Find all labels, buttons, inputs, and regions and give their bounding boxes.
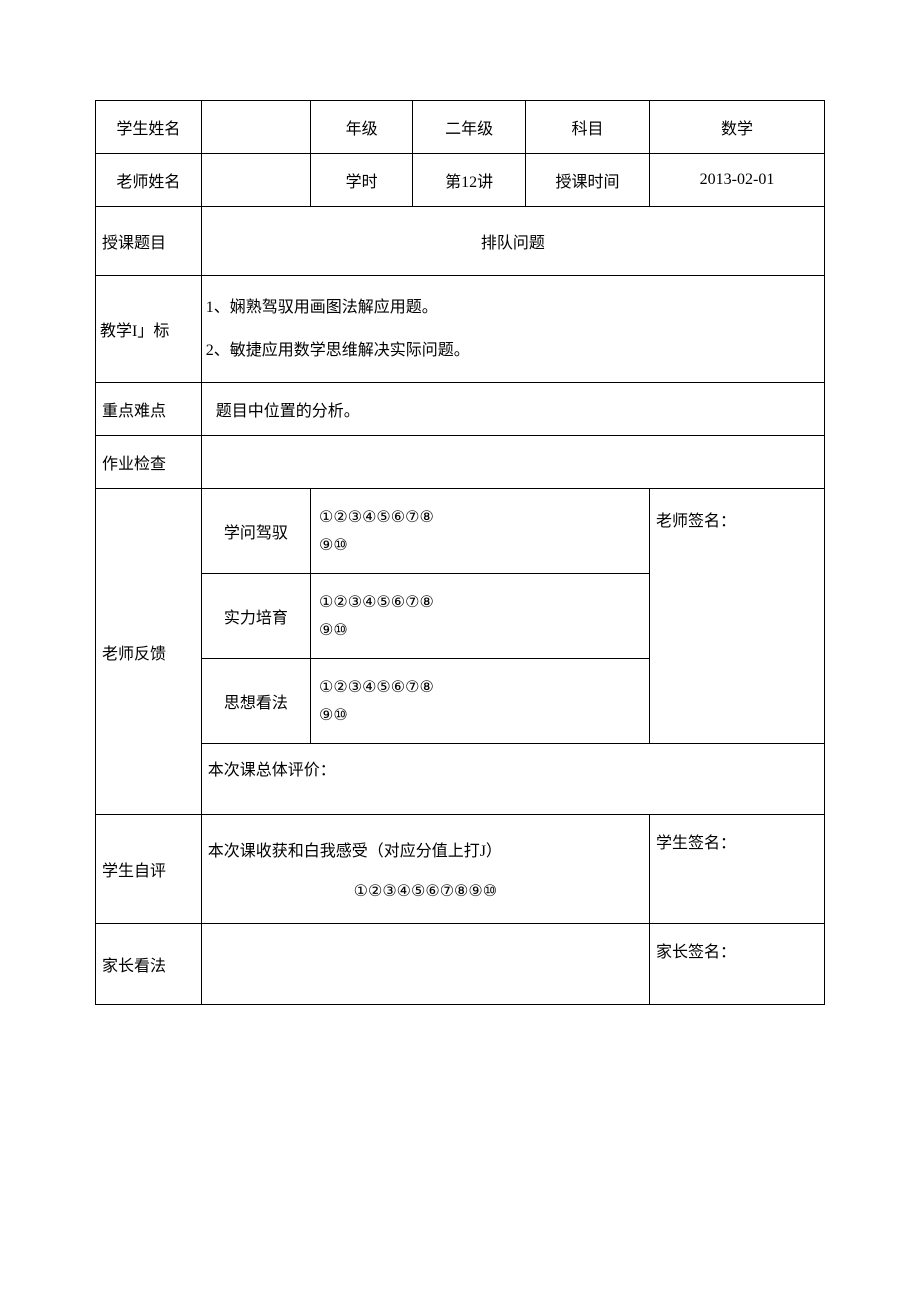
label-hours: 学时 bbox=[311, 154, 413, 207]
label-goals: 教学I」标 bbox=[96, 276, 202, 383]
label-subject: 科目 bbox=[526, 101, 650, 154]
row-feedback-overall: 本次课总体评价： bbox=[96, 744, 825, 815]
value-goals: 1、娴熟驾驭用画图法解应用题。 2、敏捷应用数学思维解决实际问题。 bbox=[201, 276, 824, 383]
value-student-name bbox=[201, 101, 310, 154]
feedback-r1-label: 学问驾驭 bbox=[201, 489, 310, 574]
row-teacher: 老师姓名 学时 第12讲 授课时间 2013-02-01 bbox=[96, 154, 825, 207]
feedback-r2-label: 实力培育 bbox=[201, 574, 310, 659]
lesson-form-table: 学生姓名 年级 二年级 科目 数学 老师姓名 学时 第12讲 授课时间 2013… bbox=[95, 100, 825, 1005]
goal-line-2: 2、敏捷应用数学思维解决实际问题。 bbox=[206, 333, 820, 368]
value-subject: 数学 bbox=[650, 101, 825, 154]
label-teacher-name: 老师姓名 bbox=[96, 154, 202, 207]
row-goals: 教学I」标 1、娴熟驾驭用画图法解应用题。 2、敏捷应用数学思维解决实际问题。 bbox=[96, 276, 825, 383]
feedback-r2-scores: ①②③④⑤⑥⑦⑧ ⑨⑩ bbox=[311, 574, 650, 659]
feedback-r3-top: ①②③④⑤⑥⑦⑧ bbox=[319, 677, 641, 697]
feedback-r2-top: ①②③④⑤⑥⑦⑧ bbox=[319, 592, 641, 612]
label-topic: 授课题目 bbox=[96, 207, 202, 276]
row-parent: 家长看法 家长签名： bbox=[96, 924, 825, 1005]
value-topic: 排队问题 bbox=[201, 207, 824, 276]
parent-body bbox=[201, 924, 649, 1005]
feedback-r3-bot: ⑨⑩ bbox=[319, 705, 641, 725]
label-parent: 家长看法 bbox=[96, 924, 202, 1005]
value-keypoints: 题目中位置的分析。 bbox=[201, 383, 824, 436]
feedback-r3-label: 思想看法 bbox=[201, 659, 310, 744]
label-self-eval: 学生自评 bbox=[96, 815, 202, 924]
topic-text: 排队问题 bbox=[342, 229, 684, 253]
value-time: 2013-02-01 bbox=[650, 154, 825, 207]
label-keypoints: 重点难点 bbox=[96, 383, 202, 436]
label-homework: 作业检查 bbox=[96, 436, 202, 489]
row-student: 学生姓名 年级 二年级 科目 数学 bbox=[96, 101, 825, 154]
value-hours: 第12讲 bbox=[413, 154, 526, 207]
feedback-overall: 本次课总体评价： bbox=[201, 744, 824, 815]
parent-sign: 家长签名： bbox=[650, 924, 825, 1005]
teacher-sign: 老师签名： bbox=[650, 489, 825, 744]
label-feedback: 老师反馈 bbox=[96, 489, 202, 815]
row-topic: 授课题目 排队问题 bbox=[96, 207, 825, 276]
feedback-r2-bot: ⑨⑩ bbox=[319, 620, 641, 640]
self-eval-body: 本次课收获和白我感受（对应分值上打J） ①②③④⑤⑥⑦⑧⑨⑩ bbox=[201, 815, 649, 924]
label-time: 授课时间 bbox=[526, 154, 650, 207]
label-student-name: 学生姓名 bbox=[96, 101, 202, 154]
row-self-eval: 学生自评 本次课收获和白我感受（对应分值上打J） ①②③④⑤⑥⑦⑧⑨⑩ 学生签名… bbox=[96, 815, 825, 924]
label-grade: 年级 bbox=[311, 101, 413, 154]
self-eval-line1: 本次课收获和白我感受（对应分值上打J） bbox=[208, 837, 643, 861]
feedback-r1-top: ①②③④⑤⑥⑦⑧ bbox=[319, 507, 641, 527]
value-teacher-name bbox=[201, 154, 310, 207]
value-grade: 二年级 bbox=[413, 101, 526, 154]
feedback-r3-scores: ①②③④⑤⑥⑦⑧ ⑨⑩ bbox=[311, 659, 650, 744]
goal-line-1: 1、娴熟驾驭用画图法解应用题。 bbox=[206, 290, 820, 325]
student-sign: 学生签名： bbox=[650, 815, 825, 924]
value-homework bbox=[201, 436, 824, 489]
feedback-r1-scores: ①②③④⑤⑥⑦⑧ ⑨⑩ bbox=[311, 489, 650, 574]
feedback-r1-bot: ⑨⑩ bbox=[319, 535, 641, 555]
self-eval-line2: ①②③④⑤⑥⑦⑧⑨⑩ bbox=[208, 881, 643, 901]
keypoints-text: 题目中位置的分析。 bbox=[208, 403, 360, 420]
row-homework: 作业检查 bbox=[96, 436, 825, 489]
row-keypoints: 重点难点 题目中位置的分析。 bbox=[96, 383, 825, 436]
row-feedback-1: 老师反馈 学问驾驭 ①②③④⑤⑥⑦⑧ ⑨⑩ 老师签名： bbox=[96, 489, 825, 574]
